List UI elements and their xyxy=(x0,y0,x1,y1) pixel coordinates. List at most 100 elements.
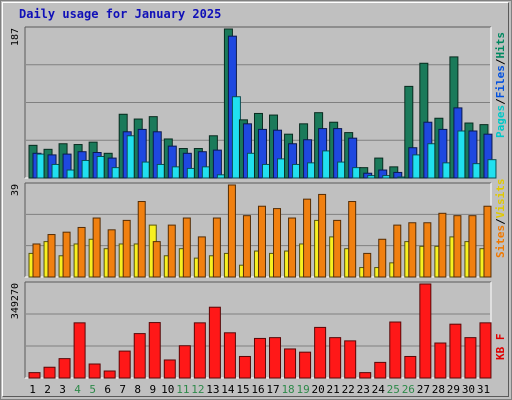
x-tick-label-day-17: 17 xyxy=(266,383,279,396)
bar-sites-day-2 xyxy=(47,234,56,278)
bar-sites-day-23 xyxy=(363,252,372,278)
bar-sites-day-20 xyxy=(318,193,327,278)
bar-sites-day-25 xyxy=(393,224,402,278)
bar-sites-day-19 xyxy=(303,198,312,278)
bar-kb-f-day-31 xyxy=(479,322,492,379)
bar-kb-f-day-19 xyxy=(299,351,312,379)
bar-sites-day-9 xyxy=(152,241,161,278)
bar-kb-f-day-20 xyxy=(314,326,327,379)
legend-part-1: / xyxy=(494,98,507,105)
x-tick-label-day-9: 9 xyxy=(149,383,156,396)
bar-sites-day-3 xyxy=(62,231,71,278)
x-tick-label-day-20: 20 xyxy=(312,383,325,396)
x-tick-label-day-10: 10 xyxy=(161,383,174,396)
legend-part-0: Pages xyxy=(494,105,507,138)
x-tick-label-day-19: 19 xyxy=(296,383,309,396)
bar-sites-day-10 xyxy=(167,224,176,278)
bar-kb-f-day-10 xyxy=(163,359,176,379)
bar-kb-f-day-2 xyxy=(43,366,56,379)
bar-kb-f-day-30 xyxy=(464,337,477,379)
bar-sites-day-26 xyxy=(408,222,417,278)
bar-sites-day-14 xyxy=(227,184,236,278)
bar-sites-day-31 xyxy=(483,205,492,278)
bar-kb-f-day-18 xyxy=(284,348,297,379)
x-tick-label-day-27: 27 xyxy=(417,383,430,396)
x-tick-label-day-15: 15 xyxy=(236,383,249,396)
bar-sites-day-17 xyxy=(273,208,282,278)
bar-sites-day-1 xyxy=(32,243,41,278)
x-tick-label-day-2: 2 xyxy=(44,383,51,396)
y-max-label-hits-files-pages: 187 xyxy=(10,28,21,46)
bar-kb-f-day-6 xyxy=(103,370,116,379)
legend-part-3: / xyxy=(494,58,507,65)
y-max-label-visits-sites: 39 xyxy=(10,184,21,196)
bar-kb-f-day-13 xyxy=(208,306,221,379)
x-tick-label-day-12: 12 xyxy=(191,383,204,396)
x-tick-label-day-25: 25 xyxy=(387,383,400,396)
bar-pages-day-31 xyxy=(487,159,497,179)
bar-sites-day-7 xyxy=(122,219,131,278)
bar-kb-f-day-28 xyxy=(434,342,447,379)
x-tick-label-day-28: 28 xyxy=(432,383,445,396)
bar-kb-f-day-24 xyxy=(374,361,387,379)
bar-kb-f-day-16 xyxy=(253,337,266,379)
bar-kb-f-day-15 xyxy=(238,355,251,379)
bar-kb-f-day-12 xyxy=(193,322,206,379)
x-tick-label-day-5: 5 xyxy=(89,383,96,396)
series-legend-hits-files-pages: Pages/Files/Hits xyxy=(494,32,507,138)
bar-sites-day-13 xyxy=(212,217,221,278)
bar-sites-day-30 xyxy=(468,215,477,278)
x-tick-label-day-29: 29 xyxy=(447,383,460,396)
bar-sites-day-8 xyxy=(137,201,146,278)
x-tick-label-day-1: 1 xyxy=(29,383,36,396)
y-max-label-kbytes: 349270 xyxy=(10,283,21,319)
bar-kb-f-day-1 xyxy=(28,372,41,379)
bar-kb-f-day-23 xyxy=(359,372,372,379)
x-tick-label-day-6: 6 xyxy=(104,383,111,396)
bar-kb-f-day-14 xyxy=(223,332,236,379)
bar-sites-day-21 xyxy=(333,219,342,278)
bar-sites-day-11 xyxy=(182,217,191,278)
x-tick-label-day-7: 7 xyxy=(119,383,126,396)
x-tick-label-day-11: 11 xyxy=(176,383,189,396)
bar-sites-day-12 xyxy=(197,236,206,278)
bar-kb-f-day-29 xyxy=(449,323,462,379)
bar-sites-day-28 xyxy=(438,212,447,278)
bar-sites-day-6 xyxy=(107,229,116,278)
legend-part-0: Sites xyxy=(494,225,507,258)
x-tick-label-day-13: 13 xyxy=(206,383,219,396)
x-tick-label-day-31: 31 xyxy=(477,383,490,396)
x-tick-label-day-22: 22 xyxy=(342,383,355,396)
x-tick-label-day-8: 8 xyxy=(134,383,141,396)
x-tick-label-day-26: 26 xyxy=(402,383,415,396)
bar-files-day-13 xyxy=(212,149,222,179)
bar-kb-f-day-22 xyxy=(344,340,357,379)
bar-sites-day-29 xyxy=(453,215,462,278)
x-tick-label-day-3: 3 xyxy=(59,383,66,396)
bar-sites-day-16 xyxy=(257,205,266,278)
x-tick-label-day-18: 18 xyxy=(281,383,294,396)
bar-kb-f-day-5 xyxy=(88,363,101,379)
legend-part-2: Files xyxy=(494,65,507,98)
x-tick-label-day-23: 23 xyxy=(357,383,370,396)
bar-sites-day-27 xyxy=(423,222,432,278)
bar-kb-f-day-4 xyxy=(73,322,86,379)
x-tick-label-day-24: 24 xyxy=(372,383,386,396)
bar-kb-f-day-27 xyxy=(419,283,432,379)
bar-kb-f-day-8 xyxy=(133,333,146,379)
bar-sites-day-5 xyxy=(92,217,101,278)
x-tick-label-day-14: 14 xyxy=(221,383,235,396)
bar-sites-day-18 xyxy=(288,217,297,278)
bar-sites-day-24 xyxy=(378,238,387,278)
bar-sites-day-4 xyxy=(77,226,86,278)
bar-kb-f-day-17 xyxy=(269,337,282,379)
bar-kb-f-day-11 xyxy=(178,345,191,379)
legend-part-1: / xyxy=(494,218,507,225)
legend-part-0: KB F xyxy=(494,334,507,361)
x-tick-label-day-21: 21 xyxy=(327,383,340,396)
bar-sites-day-15 xyxy=(242,215,251,278)
bar-kb-f-day-21 xyxy=(329,337,342,379)
x-tick-label-day-16: 16 xyxy=(251,383,264,396)
legend-part-4: Hits xyxy=(494,32,507,59)
bar-kb-f-day-7 xyxy=(118,350,131,379)
